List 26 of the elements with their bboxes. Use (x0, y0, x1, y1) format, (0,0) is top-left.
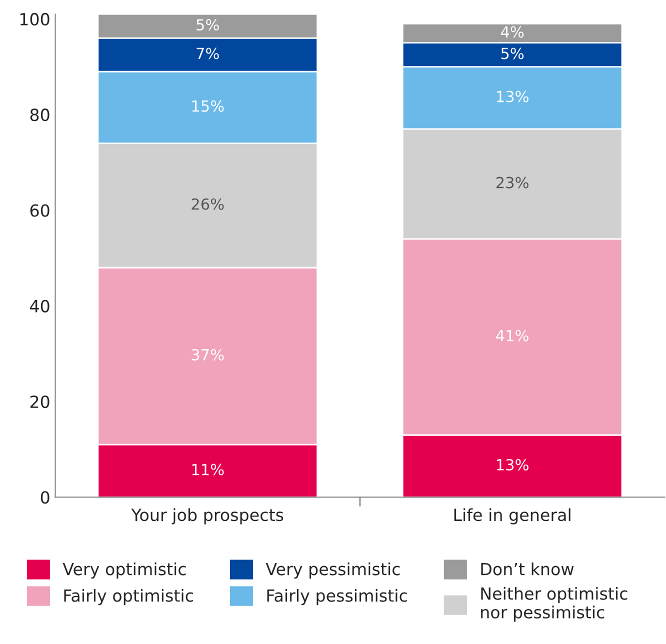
data-label: 13% (497, 458, 528, 471)
legend-label: Very optimistic (62, 562, 186, 579)
data-label: 7% (196, 48, 219, 60)
data-label: 5% (501, 48, 524, 60)
data-label: 13% (497, 90, 528, 102)
data-label: 15% (192, 100, 224, 112)
data-label: 37% (192, 348, 224, 361)
x-tick-label: Your job prospects (131, 508, 284, 524)
y-tick-label: 40 (30, 300, 50, 312)
x-tick-label: Life in general (454, 508, 570, 524)
legend-label: Very pessimistic (266, 562, 400, 579)
y-tick-label: 0 (40, 491, 50, 504)
legend-label: Fairly pessimistic (267, 588, 407, 606)
legend-label: Neither optimistic nor pessimistic (481, 586, 628, 622)
y-tick-label: 100 (20, 12, 50, 26)
data-label: 5% (196, 19, 219, 31)
data-label: 23% (496, 176, 528, 188)
y-tick-label: 80 (30, 108, 50, 122)
data-label: 26% (192, 198, 224, 210)
legend-label: Fairly optimistic (64, 588, 193, 606)
y-tick-label: 60 (30, 204, 50, 217)
legend-label: Don’t know (481, 562, 574, 576)
data-label: 11% (192, 464, 224, 476)
data-label: 4% (500, 26, 524, 38)
y-tick-label: 20 (30, 395, 50, 408)
data-label: 41% (496, 330, 528, 342)
